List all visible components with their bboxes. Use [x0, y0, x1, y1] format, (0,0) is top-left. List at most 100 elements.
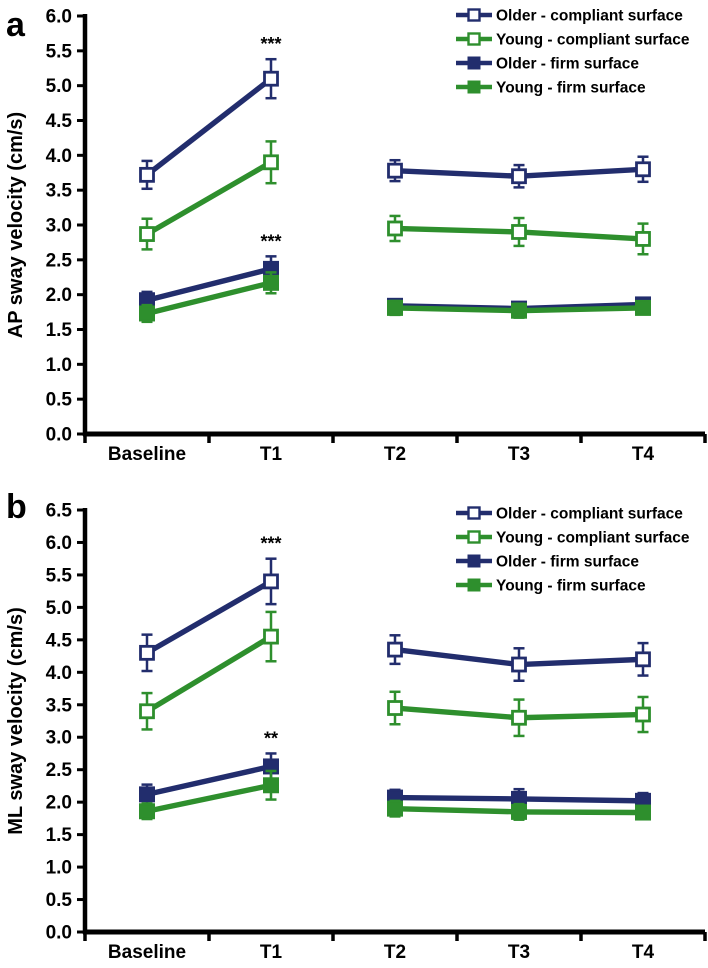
y-tick-label: 5.5	[46, 41, 73, 62]
legend-label: Older - firm surface	[496, 56, 639, 73]
y-tick-label: 6.5	[46, 501, 73, 522]
panel-b: b ML sway velocity (cm/s) 0.0 0.5 1.0 1.5 2.0 2…	[0, 484, 708, 968]
series-older-compliant-surface	[139, 57, 651, 191]
data-point-marker	[635, 706, 651, 723]
series-line	[145, 76, 273, 177]
significance-asterisks: ***	[260, 231, 281, 251]
x-axis: Baseline T1 T2 T3 T4	[83, 929, 707, 963]
series-young-firm-surface	[139, 769, 651, 821]
legend-label: Young - firm surface	[496, 578, 646, 595]
data-point-marker	[635, 651, 651, 668]
data-point-marker	[139, 703, 155, 720]
x-tick-label: T3	[508, 942, 530, 963]
y-tick-label: 3.5	[46, 695, 73, 716]
y-tick-label: 1.0	[46, 858, 72, 879]
data-point-marker	[511, 168, 527, 185]
y-tick-label: 3.0	[46, 216, 72, 237]
data-point-marker	[139, 226, 155, 242]
panel-a: a AP sway velocity (cm/s) 0.0 0.5 1.0 1.5 2.0 2…	[5, 6, 707, 465]
data-point-marker	[263, 777, 279, 794]
legend-marker	[467, 530, 481, 544]
y-tick-label: 5.0	[46, 76, 72, 97]
data-point-marker	[511, 224, 527, 240]
legend-item: Young - compliant surface	[456, 530, 690, 547]
data-point-marker	[635, 161, 651, 178]
x-tick-label: T1	[260, 942, 283, 963]
data-point-marker	[139, 786, 155, 803]
legend: Older - compliant surface Young - complia…	[456, 8, 690, 97]
legend-marker	[467, 506, 481, 520]
x-axis: Baseline T1 T2 T3 T4	[83, 431, 707, 465]
y-tick-label: 1.5	[46, 320, 73, 341]
series-older-compliant-surface	[139, 557, 651, 682]
legend-label: Young - compliant surface	[496, 32, 690, 49]
y-axis: 0.0 0.5 1.0 1.5 2.0 2.5 3.0 3.5 4.0 4.5 5.0 5.5 6.0	[46, 7, 88, 446]
data-point-marker	[511, 709, 527, 726]
data-point-marker	[263, 628, 279, 645]
series-line	[145, 579, 273, 656]
legend: Older - compliant surface Young - complia…	[456, 506, 690, 595]
y-tick-label: 4.0	[46, 663, 72, 684]
data-point-marker	[387, 220, 403, 237]
legend-marker	[467, 80, 481, 94]
y-tick-label: 1.5	[46, 825, 73, 846]
significance-asterisks: ***	[260, 534, 281, 554]
series-line	[145, 634, 273, 714]
legend-marker	[467, 578, 481, 592]
legend-label: Older - compliant surface	[496, 506, 683, 523]
data-point-marker	[263, 274, 279, 291]
panel-a-chart: a AP sway velocity (cm/s) 0.0 0.5 1.0 1.5 2.0 2…	[5, 6, 707, 465]
legend-item: Older - firm surface	[456, 554, 639, 571]
y-tick-label: 0.5	[46, 890, 73, 911]
legend-item: Older - compliant surface	[456, 8, 683, 25]
data-point-marker	[511, 656, 527, 673]
series-young-compliant-surface	[139, 610, 651, 738]
data-point-marker	[139, 305, 155, 322]
legend-item: Young - firm surface	[456, 578, 646, 595]
legend-item: Young - firm surface	[456, 80, 646, 97]
x-tick-label: T4	[632, 942, 655, 963]
legend-marker	[467, 554, 481, 568]
x-tick-label: T3	[508, 444, 530, 465]
data-point-marker	[139, 644, 155, 661]
legend-label: Young - compliant surface	[496, 530, 690, 547]
data-point-marker	[635, 231, 651, 247]
y-axis-title: AP sway velocity (cm/s)	[5, 112, 27, 338]
x-tick-label: Baseline	[108, 444, 186, 465]
x-tick-label: Baseline	[108, 942, 186, 963]
panel-b-chart: b ML sway velocity (cm/s) 0.0 0.5 1.0 1.5 2.0 2…	[5, 488, 707, 963]
data-point-marker	[387, 162, 403, 179]
y-axis-title: ML sway velocity (cm/s)	[5, 607, 27, 835]
data-point-marker	[263, 154, 279, 171]
legend-marker	[467, 8, 481, 22]
data-point-marker	[139, 803, 155, 820]
panel-letter: a	[6, 6, 26, 44]
series-line	[146, 763, 272, 797]
series-line	[145, 159, 273, 237]
x-tick-label: T2	[384, 444, 406, 465]
y-tick-label: 5.5	[46, 565, 73, 586]
data-point-marker	[263, 573, 279, 590]
data-point-marker	[263, 70, 279, 87]
series-line	[146, 782, 272, 814]
data-point-marker	[387, 299, 403, 316]
legend-label: Older - compliant surface	[496, 8, 683, 25]
data-point-marker	[511, 302, 527, 319]
y-tick-label: 0.5	[46, 390, 73, 411]
y-tick-label: 2.5	[46, 760, 73, 781]
legend-marker	[467, 56, 481, 70]
y-tick-label: 0.0	[46, 923, 72, 944]
series-line	[146, 266, 272, 303]
y-tick-label: 2.0	[46, 285, 72, 306]
y-tick-label: 6.0	[46, 533, 72, 554]
y-tick-label: 3.0	[46, 728, 72, 749]
y-tick-label: 6.0	[46, 7, 72, 28]
x-tick-label: T2	[384, 942, 406, 963]
y-tick-label: 4.0	[46, 146, 72, 167]
data-point-marker	[387, 700, 403, 716]
series-young-compliant-surface	[139, 140, 651, 256]
series-young-firm-surface	[139, 271, 651, 324]
legend-label: Young - firm surface	[496, 80, 646, 97]
significance-asterisks: ***	[260, 34, 281, 54]
significance-asterisks: **	[264, 728, 278, 748]
